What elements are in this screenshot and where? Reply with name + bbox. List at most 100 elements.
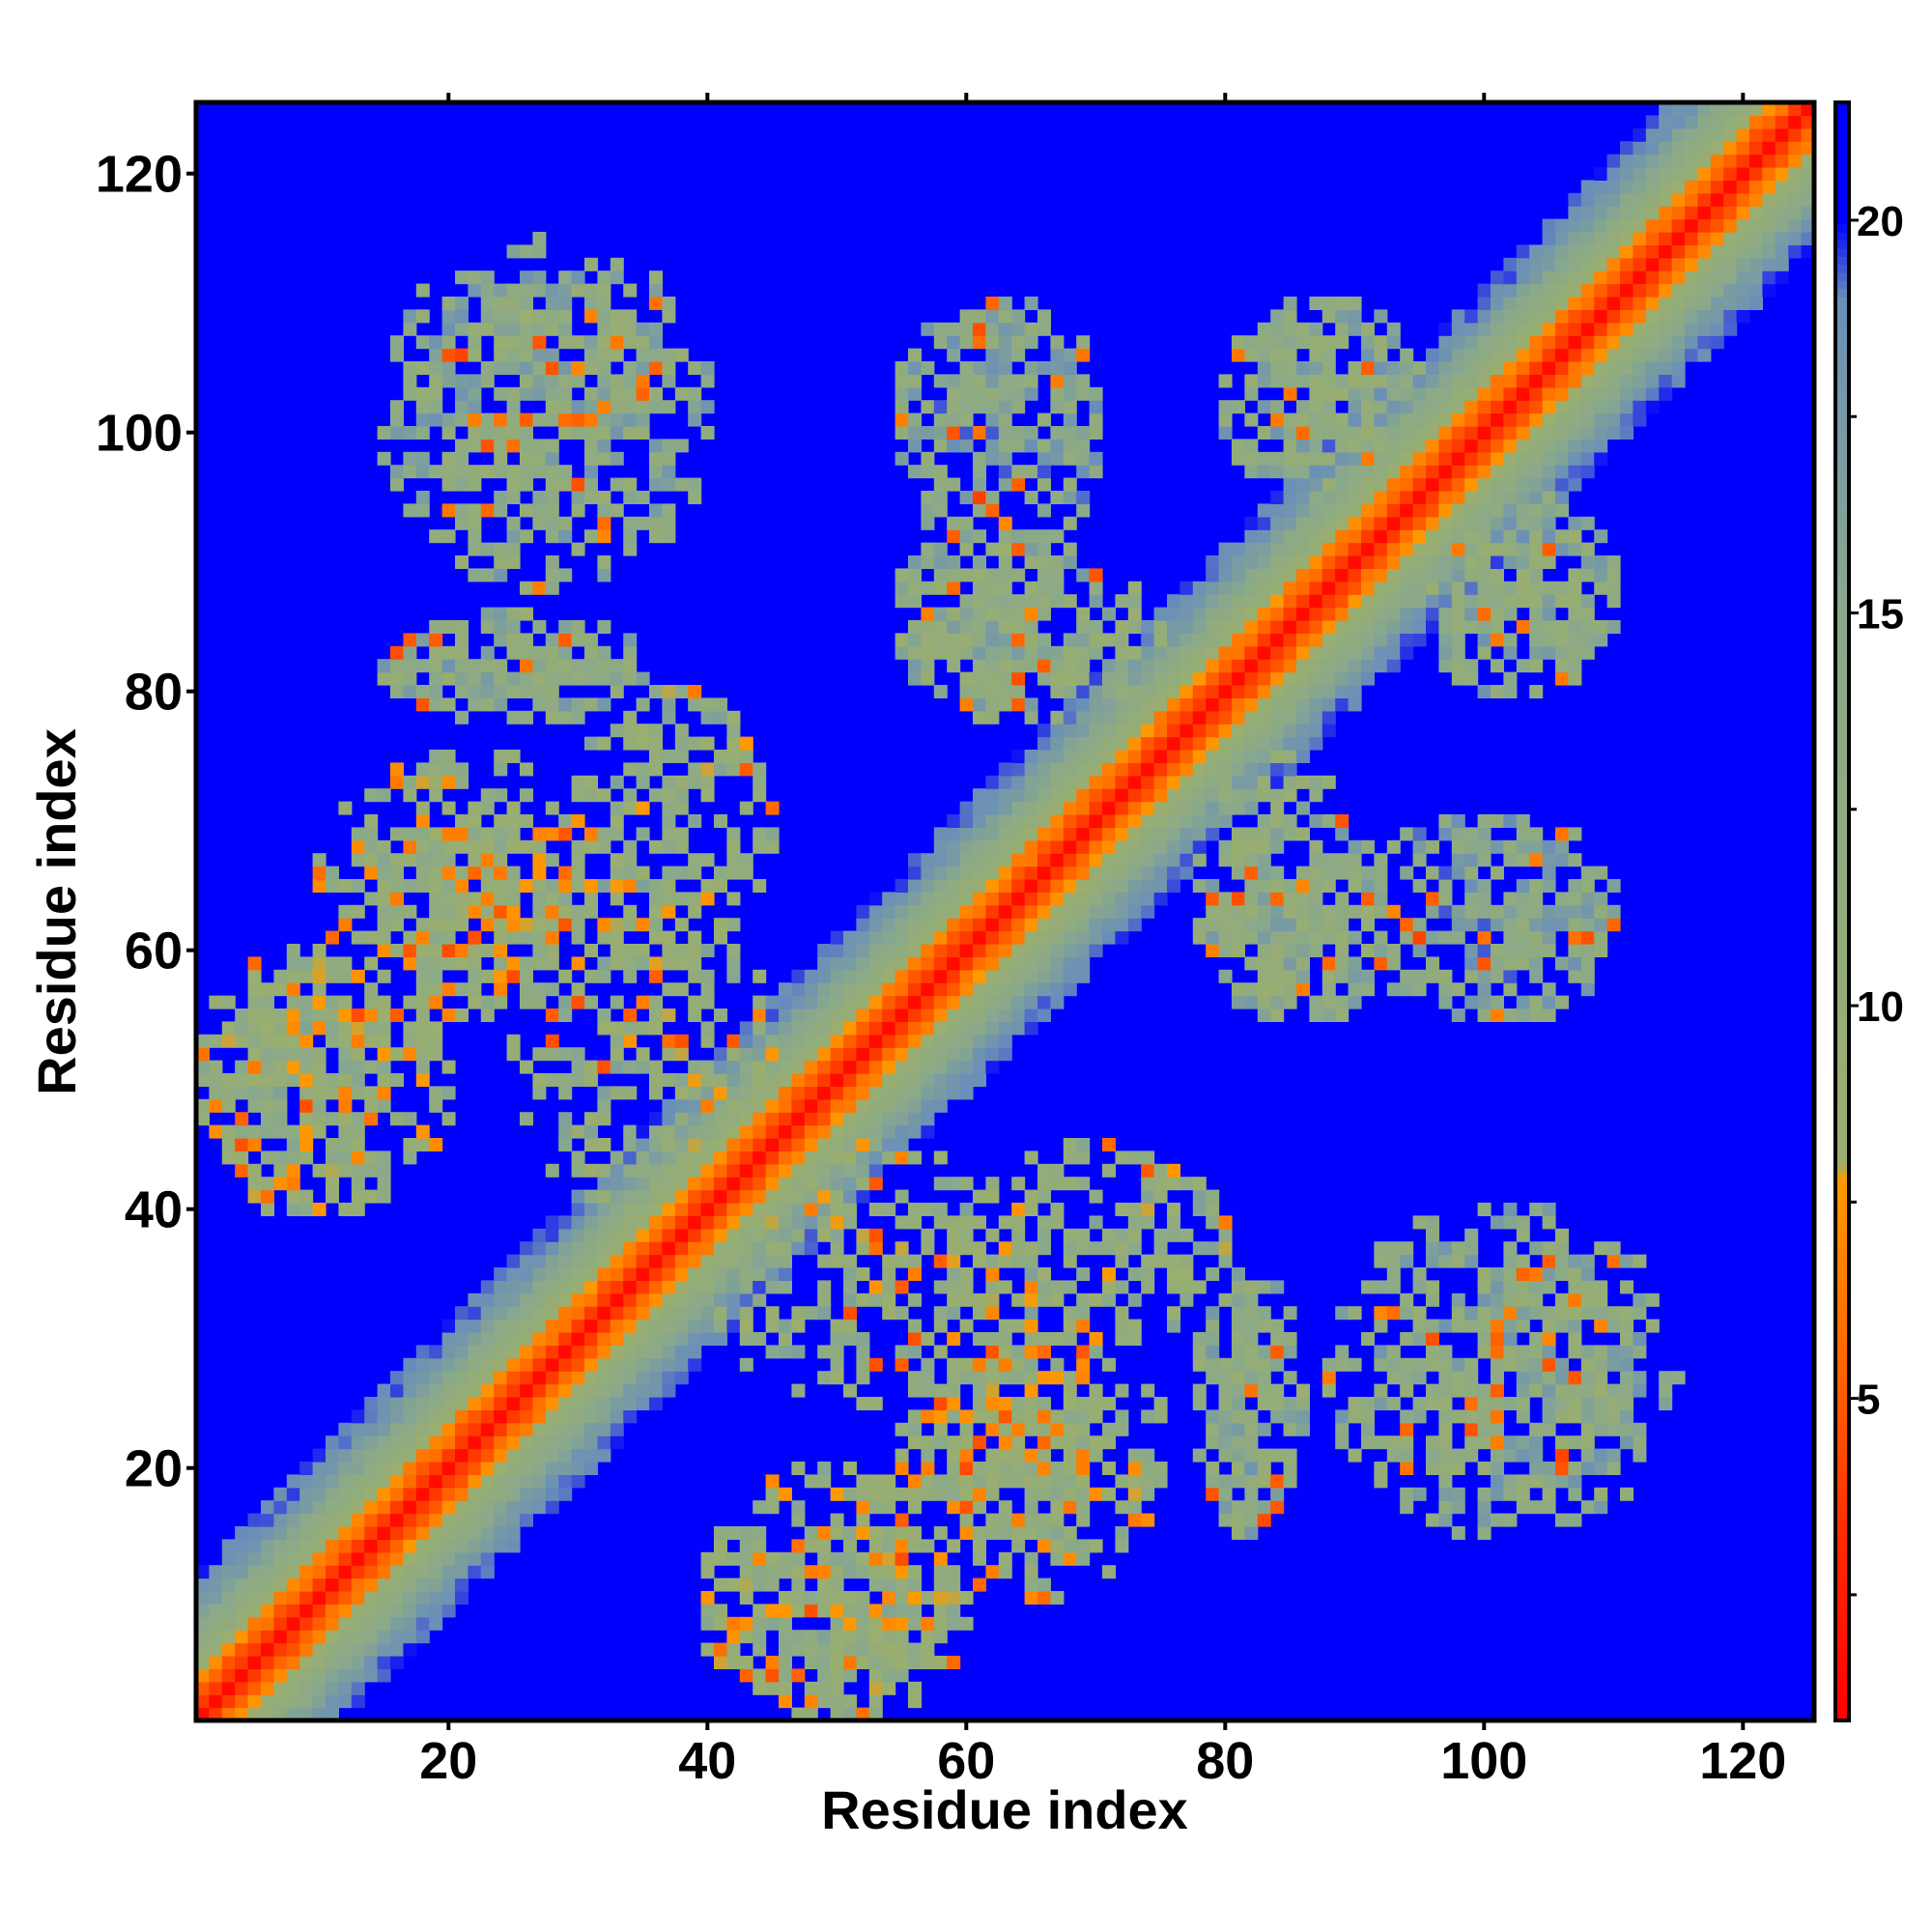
heatmap-cell [545,1280,559,1294]
heatmap-cell [338,1616,353,1631]
heatmap-cell [998,659,1012,673]
heatmap-cell [1218,633,1233,647]
heatmap-cell [662,956,676,971]
heatmap-cell [947,607,961,621]
heatmap-cell [558,1267,573,1281]
heatmap-cell [856,1241,870,1256]
heatmap-cell [494,1319,508,1333]
heatmap-cell [959,1293,974,1307]
heatmap-cell [558,633,573,647]
heatmap-cell [973,1293,986,1307]
heatmap-cell [532,439,547,453]
heatmap-cell [468,374,482,388]
heatmap-cell [1141,724,1155,738]
heatmap-cell [1361,645,1375,660]
heatmap-cell [1206,750,1220,763]
heatmap-cell [1102,775,1116,789]
heatmap-cell [700,1616,715,1631]
heatmap-cell [1167,1254,1180,1268]
heatmap-cell [532,1371,547,1385]
heatmap-cell [441,1526,456,1540]
heatmap-cell [700,892,715,906]
heatmap-cell [1386,516,1401,530]
heatmap-cell [532,944,547,957]
heatmap-cell [1192,775,1207,789]
heatmap-cell [480,1397,495,1410]
heatmap-cell [429,1539,443,1553]
heatmap-cell [209,1098,223,1113]
heatmap-cell [843,1551,857,1566]
heatmap-cell [973,1500,986,1515]
heatmap-cell [765,1551,780,1566]
heatmap-cell [1076,1241,1091,1256]
heatmap-cell [1400,1409,1414,1424]
heatmap-cell [1361,361,1375,375]
heatmap-cell [196,1034,210,1048]
heatmap-cell [933,866,948,880]
heatmap-cell [1153,853,1168,867]
heatmap-cell [933,477,948,492]
heatmap-cell [856,1616,870,1631]
heatmap-cell [636,1332,650,1346]
heatmap-cell [455,1371,469,1385]
heatmap-cell [1141,697,1155,712]
heatmap-cell [753,1034,767,1048]
heatmap-cell [791,1319,806,1333]
heatmap-cell [597,1021,611,1036]
heatmap-cell [623,491,638,504]
heatmap-cell [520,374,533,388]
heatmap-cell [221,1681,236,1695]
heatmap-cell [830,1707,844,1721]
heatmap-cell [1050,568,1065,582]
heatmap-cell [494,1293,508,1307]
heatmap-cell [933,969,948,983]
heatmap-cell [1464,361,1479,375]
heatmap-cell [209,1591,223,1605]
heatmap-cell [1374,1280,1388,1294]
heatmap-cell [868,1526,883,1540]
heatmap-cell [1011,645,1026,660]
heatmap-cell [817,982,832,997]
heatmap-cell [1400,465,1414,479]
heatmap-cell [1257,348,1271,362]
heatmap-cell [985,335,1000,350]
heatmap-cell [480,1319,495,1333]
heatmap-cell [1244,724,1259,738]
heatmap-cell [830,1228,844,1242]
heatmap-cell [1115,839,1129,854]
heatmap-cell [1386,594,1401,609]
heatmap-cell [221,1151,236,1165]
heatmap-cell [351,930,365,945]
heatmap-cell [584,1306,598,1321]
heatmap-cell [1270,620,1285,634]
heatmap-cell [1270,918,1285,932]
heatmap-cell [921,879,935,893]
heatmap-cell [1374,568,1388,582]
heatmap-cell [351,1047,365,1062]
heatmap-cell [597,386,611,401]
heatmap-cell [817,1293,832,1307]
heatmap-cell [1244,982,1259,997]
heatmap-cell [1127,1151,1142,1165]
heatmap-cell [998,1448,1012,1463]
heatmap-cell [506,516,521,530]
heatmap-cell [1037,1009,1051,1022]
heatmap-cell [429,1409,443,1424]
heatmap-cell [947,904,961,919]
heatmap-cell [1464,568,1479,582]
heatmap-cell [726,1060,741,1074]
heatmap-cell [1063,645,1077,660]
heatmap-cell [415,1565,430,1579]
heatmap-cell [441,465,456,479]
heatmap-cell [882,1267,896,1281]
heatmap-cell [571,982,585,997]
heatmap-cell [1335,426,1350,440]
heatmap-cell [1464,607,1479,621]
heatmap-cell [895,879,909,893]
heatmap-cell [1270,633,1285,647]
heatmap-cell [765,1047,780,1062]
heatmap-cell [1309,788,1323,803]
heatmap-cell [636,801,650,815]
heatmap-cell [882,982,896,997]
heatmap-cell [623,956,638,971]
